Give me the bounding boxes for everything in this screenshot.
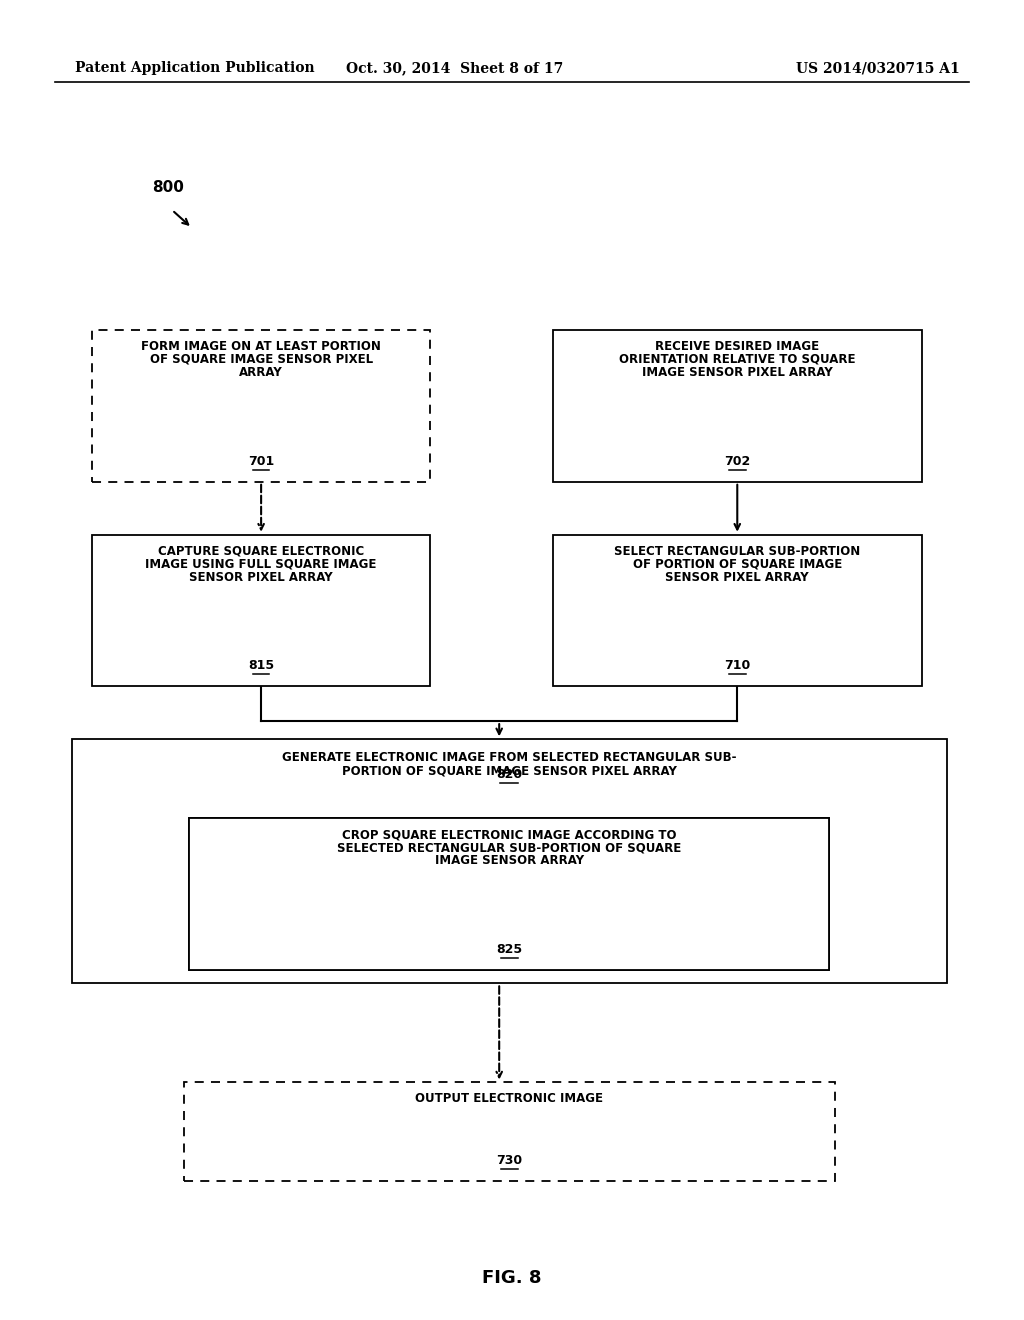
Bar xyxy=(92,330,430,482)
Bar xyxy=(553,330,922,482)
Text: GENERATE ELECTRONIC IMAGE FROM SELECTED RECTANGULAR SUB-: GENERATE ELECTRONIC IMAGE FROM SELECTED … xyxy=(283,751,736,764)
Bar xyxy=(189,818,829,970)
Text: OF SQUARE IMAGE SENSOR PIXEL: OF SQUARE IMAGE SENSOR PIXEL xyxy=(150,352,373,366)
Text: SENSOR PIXEL ARRAY: SENSOR PIXEL ARRAY xyxy=(189,570,333,583)
Text: IMAGE SENSOR PIXEL ARRAY: IMAGE SENSOR PIXEL ARRAY xyxy=(642,366,833,379)
Text: FIG. 8: FIG. 8 xyxy=(482,1269,542,1287)
Text: Patent Application Publication: Patent Application Publication xyxy=(75,61,314,75)
Text: 701: 701 xyxy=(248,455,274,467)
Bar xyxy=(189,818,829,970)
Text: 820: 820 xyxy=(497,768,522,781)
Text: PORTION OF SQUARE IMAGE SENSOR PIXEL ARRAY: PORTION OF SQUARE IMAGE SENSOR PIXEL ARR… xyxy=(342,764,677,777)
Bar xyxy=(72,739,947,983)
Text: OF PORTION OF SQUARE IMAGE: OF PORTION OF SQUARE IMAGE xyxy=(633,557,842,570)
Text: ORIENTATION RELATIVE TO SQUARE: ORIENTATION RELATIVE TO SQUARE xyxy=(620,352,855,366)
Text: 815: 815 xyxy=(248,660,274,672)
Bar xyxy=(184,1082,835,1181)
Text: 710: 710 xyxy=(724,660,751,672)
Text: SELECTED RECTANGULAR SUB-PORTION OF SQUARE: SELECTED RECTANGULAR SUB-PORTION OF SQUA… xyxy=(337,841,682,854)
Text: IMAGE USING FULL SQUARE IMAGE: IMAGE USING FULL SQUARE IMAGE xyxy=(145,557,377,570)
Text: 730: 730 xyxy=(497,1155,522,1167)
Text: ARRAY: ARRAY xyxy=(240,366,283,379)
Text: US 2014/0320715 A1: US 2014/0320715 A1 xyxy=(797,61,961,75)
Text: RECEIVE DESIRED IMAGE: RECEIVE DESIRED IMAGE xyxy=(655,341,819,352)
Text: CAPTURE SQUARE ELECTRONIC: CAPTURE SQUARE ELECTRONIC xyxy=(158,545,365,557)
Text: SENSOR PIXEL ARRAY: SENSOR PIXEL ARRAY xyxy=(666,570,809,583)
Text: CROP SQUARE ELECTRONIC IMAGE ACCORDING TO: CROP SQUARE ELECTRONIC IMAGE ACCORDING T… xyxy=(342,829,677,841)
Text: IMAGE SENSOR ARRAY: IMAGE SENSOR ARRAY xyxy=(435,854,584,867)
Text: Oct. 30, 2014  Sheet 8 of 17: Oct. 30, 2014 Sheet 8 of 17 xyxy=(346,61,563,75)
Text: 825: 825 xyxy=(497,944,522,956)
Bar xyxy=(92,535,430,686)
Text: 702: 702 xyxy=(724,455,751,467)
Text: SELECT RECTANGULAR SUB-PORTION: SELECT RECTANGULAR SUB-PORTION xyxy=(614,545,860,557)
Bar xyxy=(553,535,922,686)
Text: 800: 800 xyxy=(152,180,184,195)
Text: FORM IMAGE ON AT LEAST PORTION: FORM IMAGE ON AT LEAST PORTION xyxy=(141,341,381,352)
Text: OUTPUT ELECTRONIC IMAGE: OUTPUT ELECTRONIC IMAGE xyxy=(416,1093,603,1105)
